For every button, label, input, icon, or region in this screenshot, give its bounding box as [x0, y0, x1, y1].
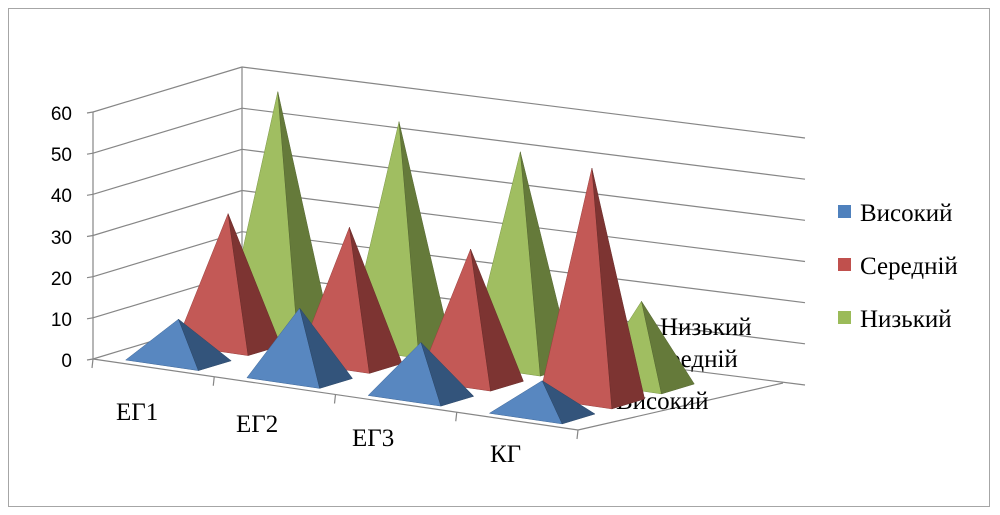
x-tick-label: ЕГ3	[352, 425, 394, 452]
y-tick-label: 60	[51, 104, 72, 125]
depth-axis-line	[577, 382, 784, 431]
axes	[86, 67, 784, 440]
y-tick-label: 30	[51, 228, 72, 249]
y-tick-mark	[86, 111, 94, 114]
legend-swatch-high	[838, 205, 851, 218]
y-tick-mark	[86, 152, 94, 155]
pyramid-Високий-ЕГ2	[246, 307, 353, 389]
x-tick-mark	[212, 376, 215, 386]
legend-label: Високий	[860, 200, 953, 227]
side-wall-gridline	[92, 148, 243, 195]
pyramid-side-face	[227, 213, 282, 356]
side-wall-gridline	[92, 107, 243, 154]
y-tick-label: 50	[51, 145, 72, 166]
pyramid-side-face	[541, 380, 596, 425]
y-tick-mark	[86, 276, 94, 279]
pyramid-side-face	[470, 249, 524, 392]
pyramid-side-face	[349, 227, 403, 374]
y-tick-label: 40	[51, 186, 72, 207]
x-tick-mark	[333, 394, 337, 404]
x-tick-mark	[455, 412, 458, 422]
pyramid-side-face	[177, 318, 232, 371]
pyramid-Середній-ЕГ3	[417, 248, 524, 392]
back-wall-gridline	[241, 66, 806, 139]
legend-swatch-medium	[838, 258, 851, 271]
pyramid-Середній-КГ	[538, 168, 645, 410]
x-axis-ticks: ЕГ1 ЕГ2 ЕГ3 КГ	[116, 399, 521, 468]
back-wall-gridline	[241, 107, 806, 180]
x-tick-label: ЕГ2	[236, 411, 278, 438]
pyramids	[125, 91, 695, 425]
pyramid-side-face	[420, 342, 475, 407]
pyramid-side-face	[591, 168, 645, 410]
pyramid-side-face	[299, 307, 353, 389]
pyramid-Високий-ЕГ1	[125, 318, 232, 371]
pyramid-Високий-ЕГ3	[367, 341, 475, 407]
pyramid-Високий-КГ	[488, 380, 596, 425]
side-wall-gridline	[92, 231, 243, 278]
y-axis-ticks: 0 10 20 30 40 50 60	[51, 104, 72, 372]
x-tick-label: КГ	[490, 441, 521, 468]
legend-label: Середній	[860, 253, 958, 280]
pyramid-Середній-ЕГ1	[175, 212, 282, 356]
y-tick-mark	[86, 234, 94, 238]
side-wall-gridline	[92, 189, 243, 237]
y-tick-mark	[86, 358, 94, 361]
y-tick-label: 0	[61, 351, 72, 372]
side-wall-gridline	[92, 66, 243, 113]
y-tick-label: 10	[51, 310, 72, 331]
x-tick-label: ЕГ1	[116, 399, 158, 426]
pyramid-side-face	[641, 301, 695, 395]
x-tick-mark	[91, 358, 94, 369]
y-tick-label: 20	[51, 269, 72, 290]
y-tick-mark	[86, 193, 94, 196]
y-tick-mark	[86, 317, 94, 320]
legend-swatch-low	[838, 311, 851, 324]
x-tick-mark	[576, 429, 579, 440]
depth-tick-label: Низький	[660, 314, 752, 341]
legend-label: Низький	[860, 306, 952, 333]
legend: Високий Середній Низький	[838, 200, 958, 333]
